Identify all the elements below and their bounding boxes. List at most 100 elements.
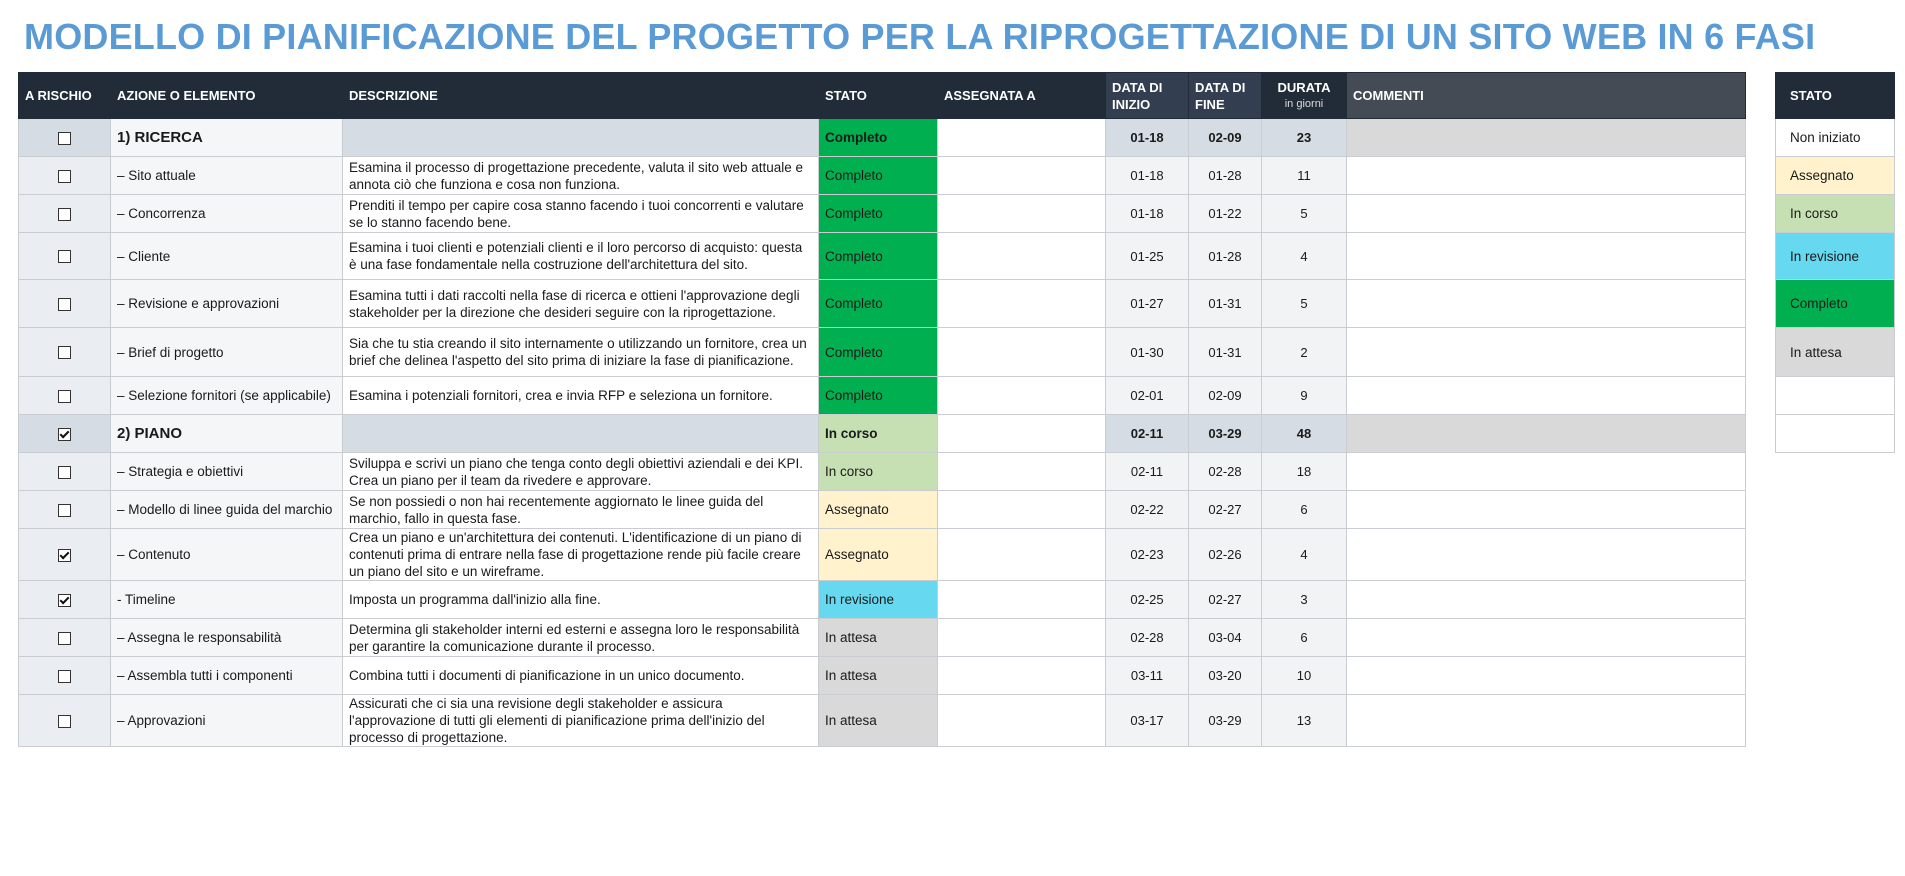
description-cell[interactable]: Assicurati che ci sia una revisione degl… xyxy=(342,694,819,747)
comments-cell[interactable] xyxy=(1346,694,1746,747)
start-date-cell[interactable]: 02-25 xyxy=(1105,580,1189,619)
comments-cell[interactable] xyxy=(1346,376,1746,415)
header-action[interactable]: AZIONE O ELEMENTO xyxy=(110,72,343,119)
start-date-cell[interactable]: 02-28 xyxy=(1105,618,1189,657)
header-risk[interactable]: A RISCHIO xyxy=(18,72,111,119)
end-date-cell[interactable]: 03-29 xyxy=(1188,694,1262,747)
status-cell[interactable]: In corso xyxy=(818,452,938,491)
description-cell[interactable]: Se non possiedi o non hai recentemente a… xyxy=(342,490,819,529)
start-date-cell[interactable]: 02-01 xyxy=(1105,376,1189,415)
duration-cell[interactable]: 4 xyxy=(1261,528,1347,581)
risk-checkbox[interactable] xyxy=(58,297,71,311)
end-date-cell[interactable]: 02-28 xyxy=(1188,452,1262,491)
assigned-cell[interactable] xyxy=(937,414,1106,453)
comments-cell[interactable] xyxy=(1346,232,1746,280)
status-cell[interactable]: In attesa xyxy=(818,656,938,695)
action-cell[interactable]: – Revisione e approvazioni xyxy=(110,279,343,328)
duration-cell[interactable]: 2 xyxy=(1261,327,1347,377)
status-cell[interactable]: In attesa xyxy=(818,618,938,657)
end-date-cell[interactable]: 01-22 xyxy=(1188,194,1262,233)
action-cell[interactable]: – Brief di progetto xyxy=(110,327,343,377)
status-cell[interactable]: Assegnato xyxy=(818,528,938,581)
risk-checkbox[interactable] xyxy=(58,548,71,562)
header-end-date[interactable]: DATA DI FINE xyxy=(1188,72,1262,119)
duration-cell[interactable]: 11 xyxy=(1261,156,1347,195)
end-date-cell[interactable]: 03-29 xyxy=(1188,414,1262,453)
header-description[interactable]: DESCRIZIONE xyxy=(342,72,819,119)
action-cell[interactable]: – Modello di linee guida del marchio xyxy=(110,490,343,529)
description-cell[interactable]: Combina tutti i documenti di pianificazi… xyxy=(342,656,819,695)
duration-cell[interactable]: 6 xyxy=(1261,618,1347,657)
assigned-cell[interactable] xyxy=(937,194,1106,233)
comments-cell[interactable] xyxy=(1346,490,1746,529)
risk-checkbox[interactable] xyxy=(58,631,71,645)
duration-cell[interactable]: 10 xyxy=(1261,656,1347,695)
description-cell[interactable]: Crea un piano e un'architettura dei cont… xyxy=(342,528,819,581)
description-cell[interactable]: Prenditi il tempo per capire cosa stanno… xyxy=(342,194,819,233)
comments-cell[interactable] xyxy=(1346,528,1746,581)
duration-cell[interactable]: 9 xyxy=(1261,376,1347,415)
description-cell[interactable]: Esamina tutti i dati raccolti nella fase… xyxy=(342,279,819,328)
start-date-cell[interactable]: 02-11 xyxy=(1105,414,1189,453)
end-date-cell[interactable]: 01-31 xyxy=(1188,279,1262,328)
status-cell[interactable]: Completo xyxy=(818,194,938,233)
description-cell[interactable]: Imposta un programma dall'inizio alla fi… xyxy=(342,580,819,619)
comments-cell[interactable] xyxy=(1346,156,1746,195)
comments-cell[interactable] xyxy=(1346,580,1746,619)
header-comments[interactable]: COMMENTI xyxy=(1346,72,1746,119)
comments-cell[interactable] xyxy=(1346,414,1746,453)
risk-checkbox[interactable] xyxy=(58,131,71,145)
action-cell[interactable]: – Strategia e obiettivi xyxy=(110,452,343,491)
end-date-cell[interactable]: 01-28 xyxy=(1188,232,1262,280)
end-date-cell[interactable]: 02-27 xyxy=(1188,580,1262,619)
assigned-cell[interactable] xyxy=(937,580,1106,619)
status-cell[interactable]: Completo xyxy=(818,376,938,415)
end-date-cell[interactable]: 02-27 xyxy=(1188,490,1262,529)
assigned-cell[interactable] xyxy=(937,694,1106,747)
description-cell[interactable]: Esamina i potenziali fornitori, crea e i… xyxy=(342,376,819,415)
risk-checkbox[interactable] xyxy=(58,427,71,441)
assigned-cell[interactable] xyxy=(937,327,1106,377)
duration-cell[interactable]: 3 xyxy=(1261,580,1347,619)
end-date-cell[interactable]: 02-09 xyxy=(1188,118,1262,157)
description-cell[interactable]: Sviluppa e scrivi un piano che tenga con… xyxy=(342,452,819,491)
duration-cell[interactable]: 23 xyxy=(1261,118,1347,157)
comments-cell[interactable] xyxy=(1346,118,1746,157)
end-date-cell[interactable]: 03-20 xyxy=(1188,656,1262,695)
duration-cell[interactable]: 6 xyxy=(1261,490,1347,529)
action-cell[interactable]: – Assegna le responsabilità xyxy=(110,618,343,657)
start-date-cell[interactable]: 02-11 xyxy=(1105,452,1189,491)
risk-checkbox[interactable] xyxy=(58,207,71,221)
comments-cell[interactable] xyxy=(1346,327,1746,377)
header-status[interactable]: STATO xyxy=(818,72,938,119)
duration-cell[interactable]: 5 xyxy=(1261,279,1347,328)
duration-cell[interactable]: 48 xyxy=(1261,414,1347,453)
status-cell[interactable]: Completo xyxy=(818,232,938,280)
assigned-cell[interactable] xyxy=(937,656,1106,695)
description-cell[interactable]: Esamina i tuoi clienti e potenziali clie… xyxy=(342,232,819,280)
risk-checkbox[interactable] xyxy=(58,169,71,183)
end-date-cell[interactable]: 02-26 xyxy=(1188,528,1262,581)
assigned-cell[interactable] xyxy=(937,528,1106,581)
duration-cell[interactable]: 13 xyxy=(1261,694,1347,747)
action-cell[interactable]: – Assembla tutti i componenti xyxy=(110,656,343,695)
start-date-cell[interactable]: 03-11 xyxy=(1105,656,1189,695)
description-cell[interactable] xyxy=(342,118,819,157)
start-date-cell[interactable]: 02-23 xyxy=(1105,528,1189,581)
risk-checkbox[interactable] xyxy=(58,389,71,403)
comments-cell[interactable] xyxy=(1346,618,1746,657)
start-date-cell[interactable]: 01-18 xyxy=(1105,118,1189,157)
status-cell[interactable]: Completo xyxy=(818,156,938,195)
comments-cell[interactable] xyxy=(1346,452,1746,491)
end-date-cell[interactable]: 02-09 xyxy=(1188,376,1262,415)
description-cell[interactable]: Sia che tu stia creando il sito internam… xyxy=(342,327,819,377)
duration-cell[interactable]: 18 xyxy=(1261,452,1347,491)
action-cell[interactable]: – Sito attuale xyxy=(110,156,343,195)
risk-checkbox[interactable] xyxy=(58,346,71,360)
start-date-cell[interactable]: 01-27 xyxy=(1105,279,1189,328)
comments-cell[interactable] xyxy=(1346,279,1746,328)
start-date-cell[interactable]: 01-30 xyxy=(1105,327,1189,377)
start-date-cell[interactable]: 01-18 xyxy=(1105,156,1189,195)
start-date-cell[interactable]: 01-18 xyxy=(1105,194,1189,233)
status-cell[interactable]: Completo xyxy=(818,279,938,328)
